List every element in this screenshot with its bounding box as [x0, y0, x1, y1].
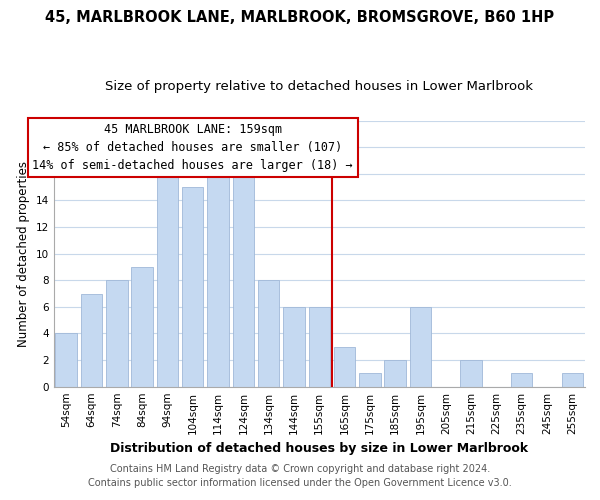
- Text: 45 MARLBROOK LANE: 159sqm
← 85% of detached houses are smaller (107)
14% of semi: 45 MARLBROOK LANE: 159sqm ← 85% of detac…: [32, 123, 353, 172]
- Bar: [283, 307, 305, 386]
- Bar: [106, 280, 128, 386]
- Text: Contains HM Land Registry data © Crown copyright and database right 2024.
Contai: Contains HM Land Registry data © Crown c…: [88, 464, 512, 487]
- Bar: [308, 307, 330, 386]
- Bar: [81, 294, 102, 386]
- Bar: [385, 360, 406, 386]
- Bar: [562, 374, 583, 386]
- Bar: [131, 267, 153, 386]
- Bar: [207, 174, 229, 386]
- Text: 45, MARLBROOK LANE, MARLBROOK, BROMSGROVE, B60 1HP: 45, MARLBROOK LANE, MARLBROOK, BROMSGROV…: [46, 10, 554, 25]
- Bar: [460, 360, 482, 386]
- Title: Size of property relative to detached houses in Lower Marlbrook: Size of property relative to detached ho…: [105, 80, 533, 93]
- Bar: [511, 374, 532, 386]
- Bar: [334, 347, 355, 387]
- Bar: [157, 174, 178, 386]
- Bar: [410, 307, 431, 386]
- Bar: [233, 174, 254, 386]
- X-axis label: Distribution of detached houses by size in Lower Marlbrook: Distribution of detached houses by size …: [110, 442, 529, 455]
- Y-axis label: Number of detached properties: Number of detached properties: [17, 160, 30, 346]
- Bar: [258, 280, 280, 386]
- Bar: [55, 334, 77, 386]
- Bar: [182, 187, 203, 386]
- Bar: [359, 374, 380, 386]
